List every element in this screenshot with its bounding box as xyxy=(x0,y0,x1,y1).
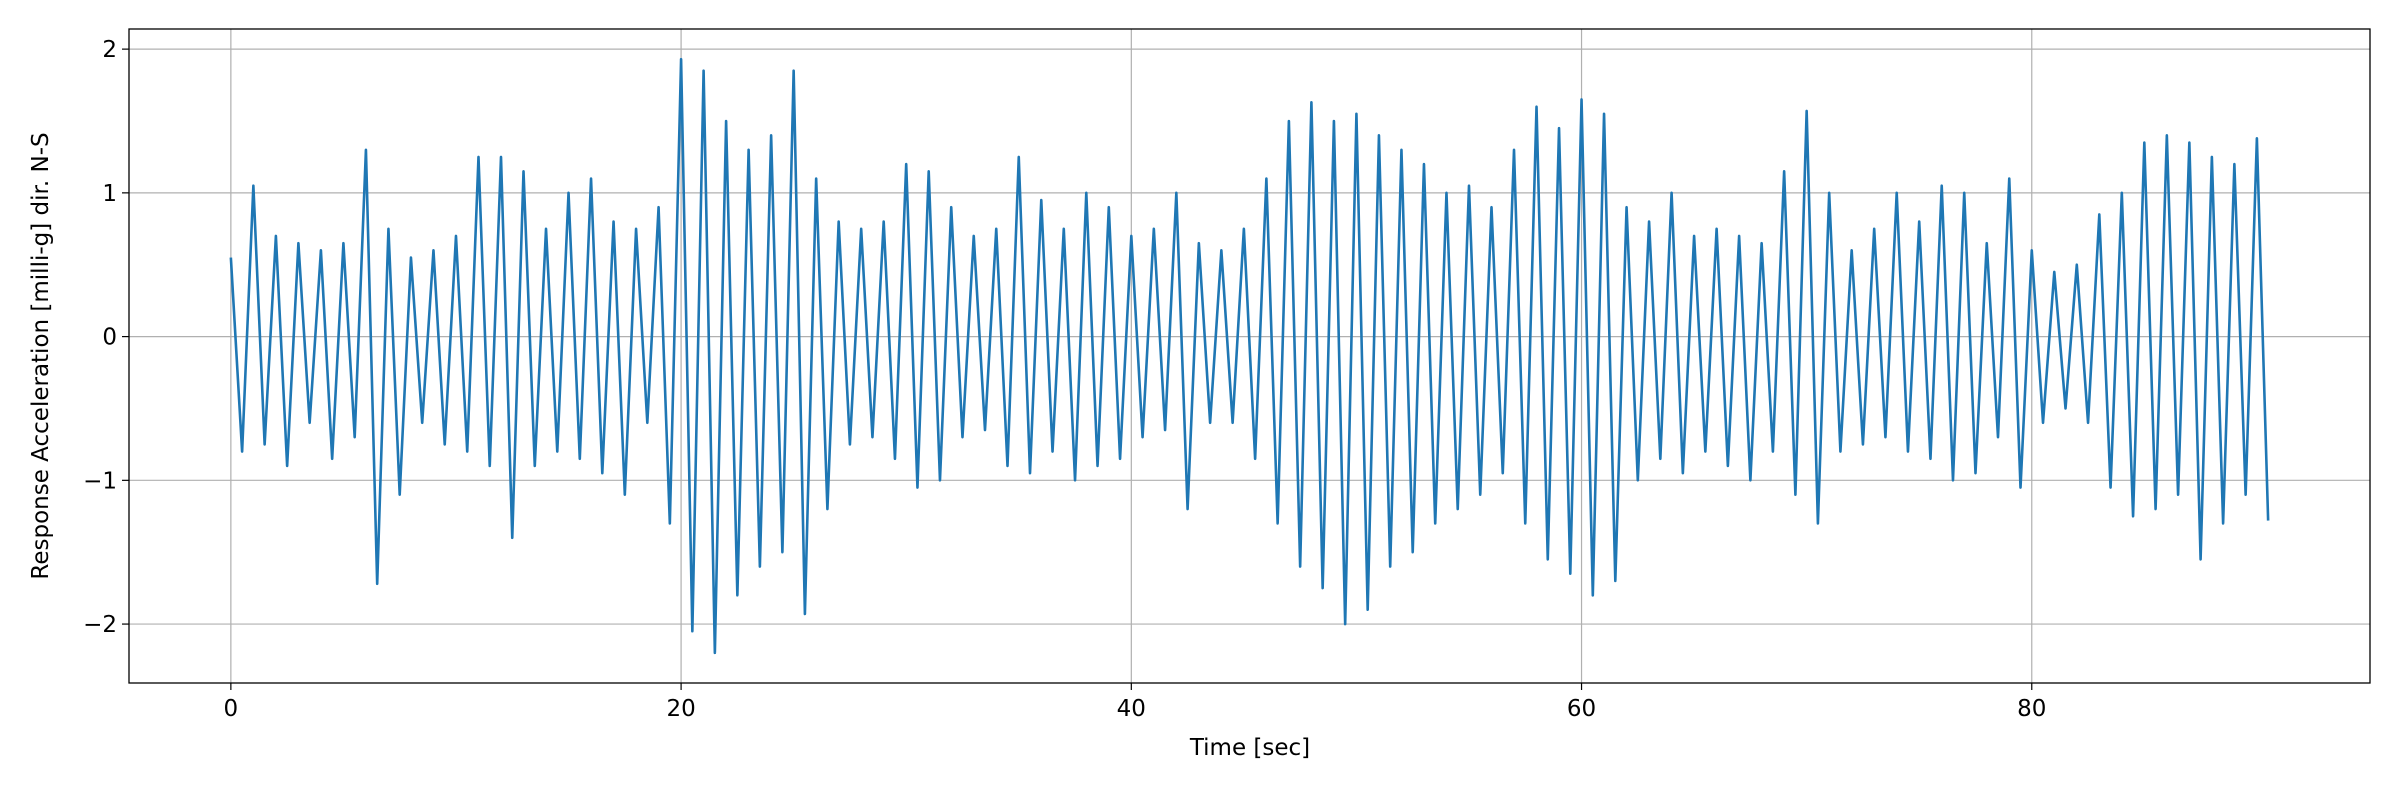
plot-frame xyxy=(128,28,2371,684)
x-tick-label: 40 xyxy=(1117,696,1146,722)
y-tick-label: −2 xyxy=(83,612,117,638)
x-tick-label: 80 xyxy=(2017,696,2046,722)
x-axis-label: Time [sec] xyxy=(1189,735,1310,761)
y-tick-label: 2 xyxy=(102,37,117,63)
y-tick-label: 0 xyxy=(102,325,117,351)
signal-line xyxy=(229,57,2270,655)
y-axis-label: Response Acceleration [milli-g] dir. N-S xyxy=(28,132,54,579)
y-tick-label: −1 xyxy=(83,468,117,494)
y-tick-label: 1 xyxy=(102,181,117,207)
x-tick-label: 0 xyxy=(224,696,239,722)
x-tick-label: 20 xyxy=(666,696,695,722)
x-tick-label: 60 xyxy=(1567,696,1596,722)
